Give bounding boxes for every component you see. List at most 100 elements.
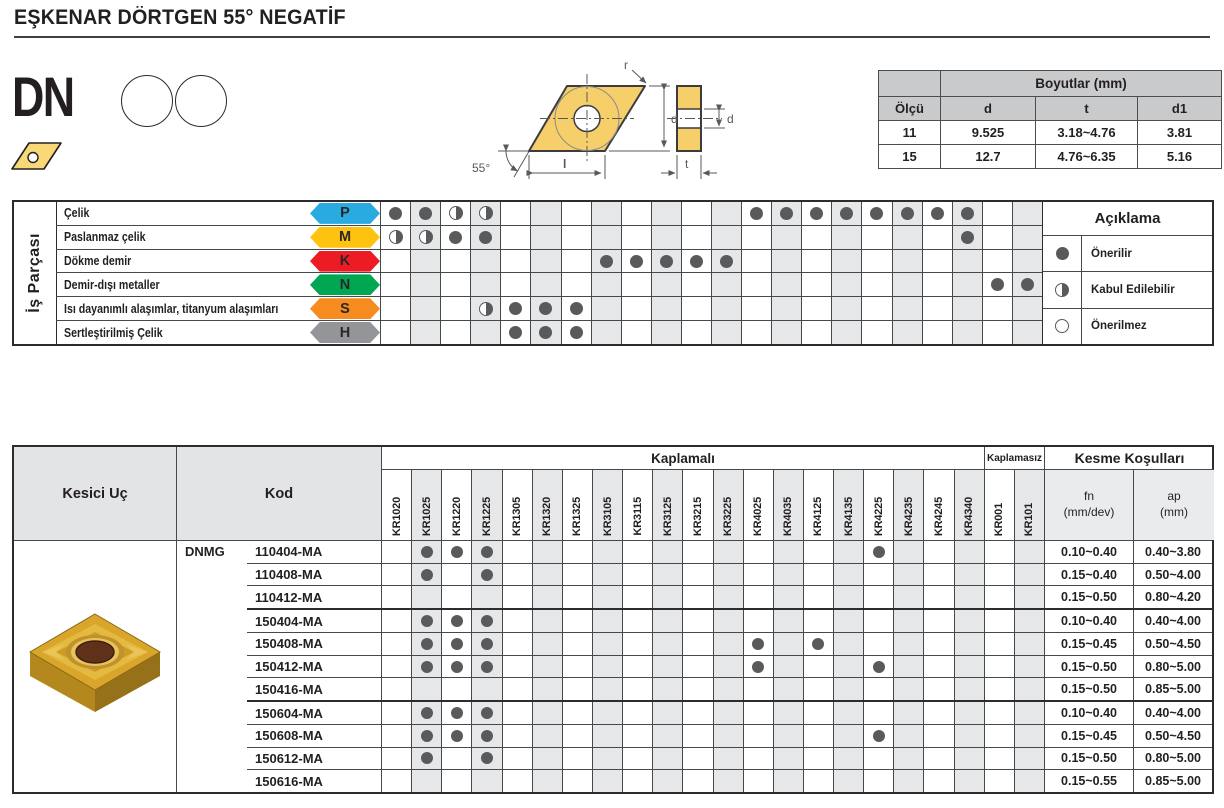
availability-cell: [894, 747, 925, 770]
availability-cell: [563, 724, 593, 747]
header-divider: [14, 540, 1212, 542]
availability-cell: [563, 610, 593, 632]
availability-cell: [472, 655, 503, 678]
availability-cell: [683, 586, 714, 609]
grade-header-cell: KR1020: [382, 470, 413, 540]
availability-cell: [683, 632, 714, 655]
recommended-dot: [420, 545, 433, 558]
availability-cell: [954, 678, 985, 701]
availability-cell: [472, 724, 503, 747]
availability-cell: [442, 586, 473, 609]
rating-cell: [712, 297, 743, 321]
recommended-dot: [960, 230, 974, 244]
availability-cell: [412, 770, 443, 793]
availability-cell: [1014, 610, 1045, 632]
rating-cell: [622, 273, 652, 297]
legend-item-label: Kabul Edilebilir: [1091, 283, 1175, 296]
iso-class-badge: S: [310, 298, 380, 320]
rating-cell: [712, 249, 743, 273]
availability-cell: [382, 563, 413, 586]
availability-cell: [563, 747, 593, 770]
rating-cell: [802, 202, 833, 225]
dims-col-header: d: [940, 96, 1036, 121]
availability-cell: [683, 747, 714, 770]
grade-header-cell: KR3215: [683, 470, 714, 540]
recommended-dot: [480, 752, 493, 765]
rating-cell: [682, 297, 712, 321]
availability-grid: [382, 770, 1045, 793]
availability-cell: [924, 702, 955, 724]
availability-cell: [592, 632, 624, 655]
availability-grid: [382, 724, 1045, 747]
acceptable-dot: [478, 301, 493, 316]
rating-cell: [923, 321, 953, 344]
thickness-label: t: [685, 157, 689, 171]
grade-header-cell: KR1225: [472, 470, 503, 540]
rating-cell: [832, 297, 863, 321]
iso-class-badge: N: [310, 274, 380, 296]
feed-column-header: fn (mm/dev): [1045, 470, 1134, 540]
rating-cell: [471, 321, 502, 344]
material-name-cell: Demir-dışı metaller: [56, 273, 310, 296]
height-label: d: [671, 112, 678, 126]
rating-cell: [832, 321, 863, 344]
availability-cell: [744, 678, 774, 701]
rating-cell: [952, 225, 983, 249]
rating-cell: [441, 249, 472, 273]
grade-header-cell: KR4125: [804, 470, 835, 540]
recommended-dot: [900, 206, 914, 220]
grade-header-label: KR3225: [722, 496, 735, 536]
availability-cell: [563, 678, 593, 701]
corner-radius-circle-2: [175, 75, 227, 127]
grade-header-cell: KR3125: [653, 470, 684, 540]
dims-corner-cell: [878, 70, 941, 97]
product-row: 150608-MA 0.15~0.45 0.50~4.50: [247, 723, 1212, 747]
availability-cell: [864, 678, 895, 701]
rating-cell: [802, 321, 833, 344]
availability-cell: [864, 702, 895, 724]
grade-header-cell: KR001: [985, 470, 1015, 540]
availability-grid: [382, 655, 1045, 678]
availability-cell: [653, 541, 684, 563]
availability-cell: [924, 563, 955, 586]
grade-header-cell: KR4340: [954, 470, 985, 540]
rating-cell: [802, 297, 833, 321]
availability-grid: [382, 610, 1045, 632]
feed-range: 0.15~0.50: [1045, 678, 1134, 701]
rating-cell: [923, 273, 953, 297]
grade-header-label: KR1025: [420, 496, 433, 536]
rating-cell: [381, 249, 412, 273]
rating-cell: [651, 273, 682, 297]
recommended-dot: [750, 206, 764, 220]
availability-cell: [744, 655, 774, 678]
iso-class-badge: P: [310, 202, 380, 224]
product-code: 110412-MA: [247, 586, 382, 609]
availability-cell: [532, 702, 563, 724]
grade-header-cell: KR1325: [563, 470, 593, 540]
material-name: Demir-dışı metaller: [64, 277, 160, 292]
availability-cell: [954, 724, 985, 747]
rating-cell: [983, 225, 1013, 249]
availability-cell: [623, 747, 654, 770]
recommended-dot: [480, 637, 493, 650]
availability-cell: [382, 655, 413, 678]
availability-cell: [653, 770, 684, 793]
material-row: Sertleştirilmiş Çelik H: [56, 320, 1043, 344]
availability-grid: [382, 678, 1045, 701]
recommended-dot: [480, 545, 493, 558]
availability-cell: [924, 655, 955, 678]
rating-cell: [712, 202, 743, 225]
rating-cell: [562, 249, 592, 273]
rating-cell: [381, 321, 412, 344]
availability-cell: [804, 724, 835, 747]
rating-cell: [742, 225, 773, 249]
depth-range: 0.50~4.50: [1145, 636, 1201, 651]
rating-cell: [742, 273, 773, 297]
dims-size: 11: [878, 120, 941, 145]
grade-header-cell: KR1220: [442, 470, 473, 540]
grade-header-cell: KR4245: [924, 470, 955, 540]
material-name-cell: Çelik: [56, 202, 310, 225]
availability-cell: [894, 563, 925, 586]
grade-header-cell: KR1320: [532, 470, 563, 540]
rating-cell: [802, 249, 833, 273]
